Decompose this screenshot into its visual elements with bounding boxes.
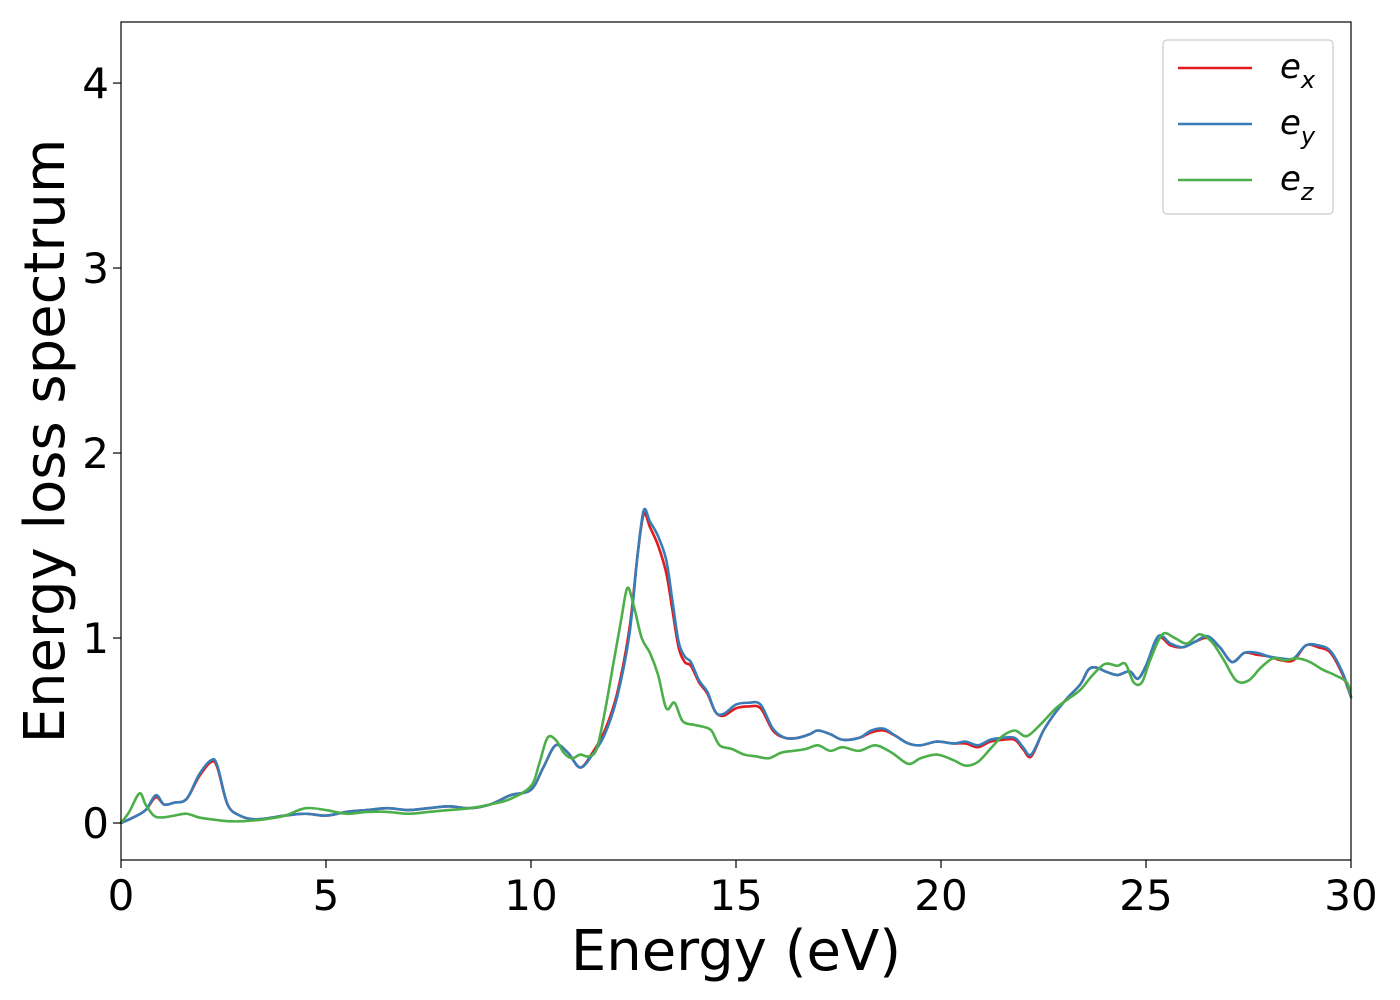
y-tick-label: 4 bbox=[82, 59, 109, 108]
x-tick-label: 0 bbox=[108, 871, 135, 920]
y-tick-label: 0 bbox=[82, 799, 109, 848]
legend-frame bbox=[1162, 39, 1334, 215]
x-tick-label: 5 bbox=[313, 871, 340, 920]
legend: ex ey ez bbox=[1162, 39, 1334, 215]
y-tick-label: 1 bbox=[82, 614, 109, 663]
y-tick-label: 2 bbox=[82, 429, 109, 478]
y-axis-title: Energy loss spectrum bbox=[13, 139, 78, 744]
x-axis-title: Energy (eV) bbox=[571, 919, 901, 984]
legend-label-z: ez bbox=[1280, 159, 1315, 206]
x-tick-label: 25 bbox=[1119, 871, 1172, 920]
series-layer bbox=[119, 507, 1353, 825]
x-tick-label: 20 bbox=[914, 871, 967, 920]
x-tick-label: 10 bbox=[504, 871, 557, 920]
y-tick-label: 3 bbox=[82, 244, 109, 293]
x-tick-label: 30 bbox=[1324, 871, 1377, 920]
y-axis: 0 1 2 3 4 bbox=[82, 59, 121, 848]
legend-label-y: ey bbox=[1280, 103, 1316, 150]
series-line-z bbox=[119, 586, 1353, 825]
series-line-y bbox=[119, 507, 1353, 825]
legend-label-x: ex bbox=[1280, 47, 1316, 94]
x-axis: 0 5 10 15 20 25 30 bbox=[108, 860, 1378, 920]
plot-background bbox=[121, 22, 1351, 860]
x-tick-label: 15 bbox=[709, 871, 762, 920]
